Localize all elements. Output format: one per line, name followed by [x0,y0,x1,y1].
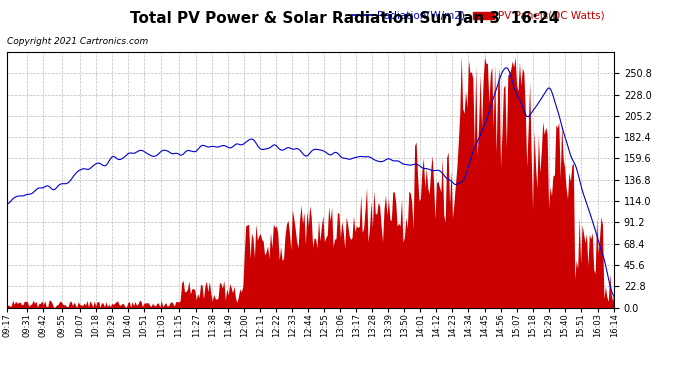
Legend: Radiation(W/m2), PV Panels(DC Watts): Radiation(W/m2), PV Panels(DC Watts) [348,7,609,25]
Text: Total PV Power & Solar Radiation Sun Jan 3  16:24: Total PV Power & Solar Radiation Sun Jan… [130,11,560,26]
Text: Copyright 2021 Cartronics.com: Copyright 2021 Cartronics.com [7,38,148,46]
